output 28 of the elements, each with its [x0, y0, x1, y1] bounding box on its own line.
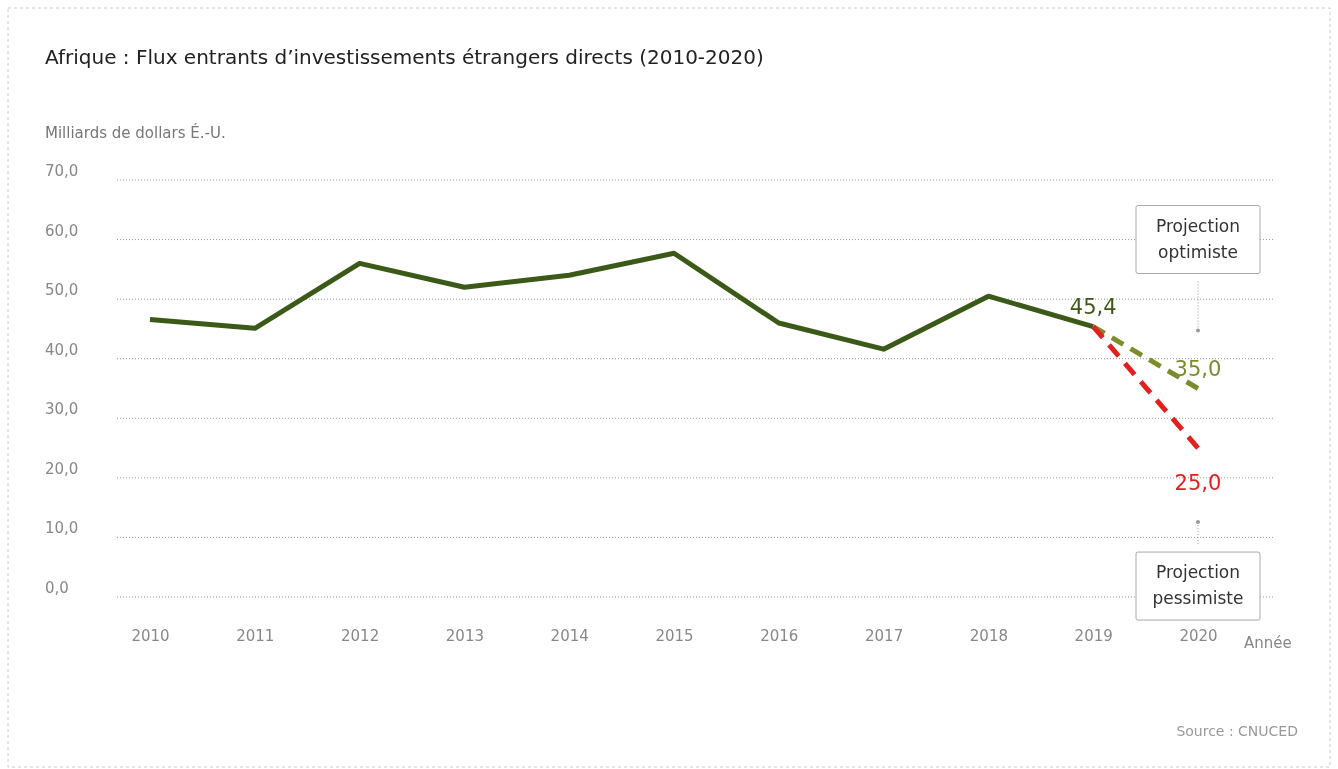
x-tick-label: 2010 — [131, 626, 170, 645]
y-tick-label: 60,0 — [45, 221, 79, 240]
x-tick-label: 2016 — [760, 626, 799, 645]
x-tick-label: 2013 — [445, 626, 484, 645]
x-tick-label: 2012 — [341, 626, 380, 645]
y-tick-label: 30,0 — [45, 400, 79, 419]
annotation: Projection pessimiste — [1152, 562, 1244, 609]
x-tick-label: 2015 — [655, 626, 694, 645]
x-axis-title: Année — [1244, 634, 1292, 652]
x-tick-label: 2020 — [1179, 626, 1218, 645]
data-label: 25,0 — [1174, 471, 1222, 496]
data-label: 35,0 — [1174, 356, 1222, 381]
x-tick-label: 2019 — [1074, 626, 1113, 645]
chart-title: Afrique : Flux entrants d’investissements étrangers directs (2010-2020) — [45, 45, 764, 69]
x-tick-label: 2017 — [865, 626, 904, 645]
y-tick-label: 0,0 — [45, 579, 69, 597]
source-note: Source : CNUCED — [1176, 723, 1298, 739]
y-tick-label: 50,0 — [45, 281, 79, 300]
annotation: Projection optimiste — [1155, 215, 1241, 262]
x-tick-label: 2011 — [236, 626, 275, 645]
y-tick-label: 10,0 — [45, 519, 79, 538]
x-tick-label: 2014 — [550, 626, 589, 645]
y-tick-label: 70,0 — [45, 162, 79, 180]
y-tick-label: 20,0 — [45, 459, 79, 478]
y-tick-label: 40,0 — [45, 340, 79, 359]
y-axis-title: Milliards de dollars É.-U. — [45, 123, 226, 142]
x-tick-label: 2018 — [969, 626, 1008, 645]
data-label: 45,4 — [1069, 294, 1117, 319]
